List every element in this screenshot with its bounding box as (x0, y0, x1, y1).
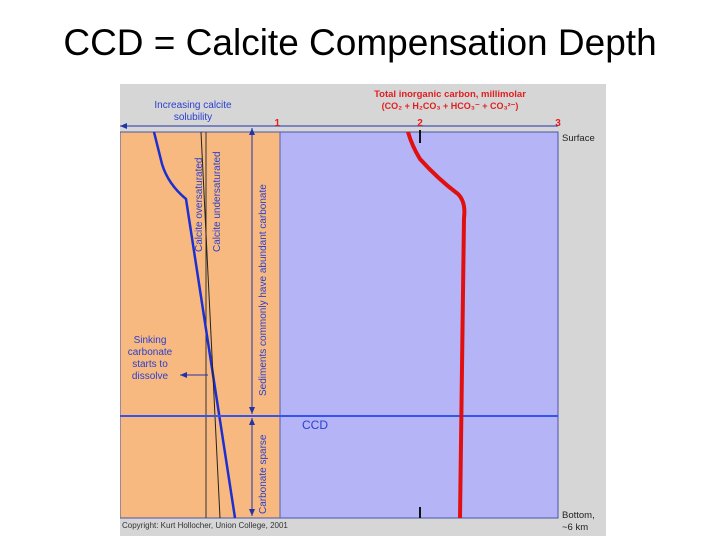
solubility-label-line2: solubility (174, 112, 212, 123)
slide-title: CCD = Calcite Compensation Depth (63, 22, 657, 63)
inorganic-carbon-curve (406, 131, 467, 519)
inorganic-carbon-panel (280, 132, 558, 518)
calcite-solubility-panel (120, 132, 280, 518)
x-tick-label-1: 1 (274, 118, 280, 129)
x-tick-label-3: 3 (555, 118, 561, 129)
ccd-diagram: Total inorganic carbon, millimolar (CO₂ … (120, 84, 606, 536)
ccd-label: CCD (302, 418, 328, 432)
x-axis-title-line1: Total inorganic carbon, millimolar (374, 89, 526, 100)
saturation-boundary-line (200, 131, 221, 519)
sparse-arrow-down-icon (249, 509, 255, 516)
solubility-arrow-icon (120, 123, 127, 129)
sinking-label-line4: dissolve (132, 371, 169, 382)
sediment-arrow-down-icon (249, 407, 255, 414)
bottom-label-line1: Bottom, (562, 510, 595, 521)
sinking-arrow-icon (180, 372, 187, 378)
sinking-label-line1: Sinking (134, 335, 167, 346)
ccd-diagram-svg: Total inorganic carbon, millimolar (CO₂ … (120, 89, 595, 533)
calcite-solubility-curve (152, 131, 237, 519)
carbonate-sparse-label: Carbonate sparse (258, 434, 269, 514)
sinking-label-line3: starts to (132, 359, 168, 370)
sediment-arrow-up-icon (249, 128, 255, 135)
x-axis-title-line2: (CO₂ + H₂CO₃ + HCO₃⁻ + CO₃²⁻) (382, 101, 519, 111)
sinking-label-line2: carbonate (128, 347, 173, 358)
undersaturated-label: Calcite undersaturated (212, 151, 223, 252)
surface-label: Surface (562, 133, 595, 144)
bottom-label-line2: ~6 km (562, 522, 588, 533)
sediments-label: Sediments commonly have abundant carbona… (258, 184, 269, 396)
plot-frame (120, 131, 559, 519)
oversaturated-label: Calcite oversaturated (194, 158, 205, 253)
x-tick-label-2: 2 (417, 118, 423, 129)
solubility-label-line1: Increasing calcite (154, 100, 232, 111)
sparse-arrow-up-icon (249, 418, 255, 425)
copyright-text: Copyright: Kurt Hollocher, Union College… (122, 521, 288, 530)
